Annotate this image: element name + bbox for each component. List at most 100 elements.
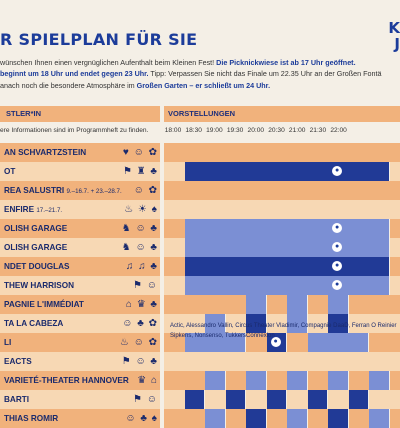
category-icons: ♫ ♫ ♣ [125, 261, 158, 272]
artist-name: OT [4, 167, 16, 176]
artist-cell: ENFIRE 17.–21.7. ♨ ☀ ♠ [0, 200, 160, 219]
schedule-cell [164, 352, 400, 371]
table-header: STLER*IN VORSTELLUNGEN [0, 106, 400, 122]
artist-dates: 9.–16.7. + 23.–28.7. [66, 188, 122, 195]
intro-line1-a: wünschen Ihnen einen vergnüglichen Aufen… [0, 58, 217, 67]
location-marker-icon: ● [332, 261, 343, 271]
schedule-cell: ● [164, 333, 400, 352]
performance-block [184, 219, 390, 238]
time-label: 21:00 [288, 127, 306, 134]
performance-block [328, 295, 349, 314]
category-icons: ☺ ♣ ♠ [125, 413, 158, 424]
table-row: ENFIRE 17.–21.7. ♨ ☀ ♠ [0, 200, 400, 219]
artist-cell: REA SALUSTRI 9.–16.7. + 23.–28.7. ☺ ✿ [0, 181, 160, 200]
time-axis: 18:00 18:30 19:00 19:30 20:00 20:30 21:00 21:30… [164, 127, 400, 139]
page-title: R SPIELPLAN FÜR SIE [0, 30, 198, 49]
table-row: THEW HARRISON ⚑ ☺ ● [0, 276, 400, 295]
table-row: OLISH GARAGE ♞ ☺ ♣ ● [0, 219, 400, 238]
schedule-cell [164, 371, 400, 390]
artist-name: REA SALUSTRI 9.–16.7. + 23.–28.7. [4, 186, 122, 195]
location-marker-icon: ● [332, 242, 343, 252]
artist-name: PAGNIE L'IMMÉDIAT [4, 300, 84, 309]
schedule-cell: ● [164, 162, 400, 181]
time-label: 18:30 [185, 127, 202, 134]
artist-cell: THIAS ROMIR ☺ ♣ ♠ [0, 409, 160, 428]
schedule-cell [164, 181, 400, 200]
performance-block [246, 409, 267, 428]
artist-name: EACTS [4, 357, 32, 366]
artist-name: AN SCHVARTZSTEIN [4, 148, 87, 157]
category-icons: ♞ ☺ ♣ [121, 223, 158, 234]
performance-block [328, 314, 349, 333]
artist-name: OLISH GARAGE [4, 224, 68, 233]
artist-name: THIAS ROMIR [4, 414, 59, 423]
performance-block [369, 409, 390, 428]
location-marker-icon: ● [332, 223, 343, 233]
time-label: 22:00 [330, 127, 347, 134]
time-label: 19:00 [206, 127, 223, 134]
artist-cell: NDET DOUGLAS ♫ ♫ ♣ [0, 257, 160, 276]
artist-dates: 17.–21.7. [36, 207, 63, 214]
category-icons: ♨ ☺ ✿ [119, 337, 158, 348]
artist-list-note: Actic, Alessandro Vallin, Circus Theater… [170, 323, 397, 339]
category-icons: ♞ ☺ ♣ [121, 242, 158, 253]
table-row: EACTS ⚑ ☺ ♣ [0, 352, 400, 371]
schedule-cell [164, 200, 400, 219]
category-icons: ⚑ ♜ ♣ [122, 166, 158, 177]
performance-block [246, 371, 267, 390]
schedule-cell: ● [164, 238, 400, 257]
location-marker-icon: ● [270, 337, 281, 347]
table-row: PAGNIE L'IMMÉDIAT ⌂ ♛ ♣ [0, 295, 400, 314]
schedule-cell: ● [164, 257, 400, 276]
intro-line1-b: Die Picknickwiese ist ab 17 Uhr geöffnet… [216, 58, 356, 67]
artist-name: OLISH GARAGE [4, 243, 68, 252]
performance-block [184, 238, 390, 257]
time-label: 21:30 [309, 127, 327, 134]
artist-name: THEW HARRISON [4, 281, 75, 290]
artist-cell: OLISH GARAGE ♞ ☺ ♣ [0, 219, 160, 238]
artist-cell: OT ⚑ ♜ ♣ [0, 162, 160, 181]
artist-name: ENFIRE 17.–21.7. [4, 205, 63, 214]
performance-block [184, 162, 390, 181]
performance-block [184, 257, 390, 276]
table-row: VARIETÉ-THEATER HANNOVER ♛ ⌂ [0, 371, 400, 390]
artist-cell: EACTS ⚑ ☺ ♣ [0, 352, 160, 371]
program-note: ere Informationen sind im Programmheft z… [0, 127, 149, 134]
category-icons: ⚑ ☺ [133, 280, 158, 291]
performance-block [287, 371, 308, 390]
table-row: OT ⚑ ♜ ♣ ● [0, 162, 400, 181]
location-marker-icon: ● [332, 166, 343, 176]
table-row: REA SALUSTRI 9.–16.7. + 23.–28.7. ☺ ✿ [0, 181, 400, 200]
table-row: OLISH GARAGE ♞ ☺ ♣ ● [0, 238, 400, 257]
schedule-cell [164, 295, 400, 314]
artist-cell: AN SCHVARTZSTEIN ♥ ☺ ✿ [0, 143, 160, 162]
time-label: 20:00 [247, 127, 265, 134]
performance-block [328, 409, 349, 428]
performance-block [307, 333, 370, 352]
category-icons: ⌂ ♛ ♣ [125, 299, 158, 310]
table-row: THIAS ROMIR ☺ ♣ ♠ [0, 409, 400, 428]
performance-block [184, 276, 390, 295]
category-icons: ♥ ☺ ✿ [122, 147, 158, 158]
location-marker-icon: ● [332, 280, 343, 290]
schedule-cell: ● [164, 276, 400, 295]
schedule-cell: ● [164, 219, 400, 238]
artist-name: TA LA CABEZA [4, 319, 64, 328]
performance-block [287, 409, 308, 428]
performance-block [287, 314, 308, 333]
schedule-cell [164, 314, 400, 333]
performance-block [287, 295, 308, 314]
category-icons: ♨ ☀ ♠ [124, 204, 158, 215]
table-row: AN SCHVARTZSTEIN ♥ ☺ ✿ [0, 143, 400, 162]
artist-cell: OLISH GARAGE ♞ ☺ ♣ [0, 238, 160, 257]
schedule-cell [164, 143, 400, 162]
artist-column-header: STLER*IN [0, 106, 160, 122]
intro-line3-b: Großen Garten – er schließt um 24 Uhr. [136, 80, 271, 90]
artist-name: NDET DOUGLAS [4, 262, 70, 271]
schedule-cell [164, 409, 400, 428]
table-row: TA LA CABEZA ☺ ♣ ✿ [0, 314, 400, 333]
artist-name: VARIETÉ-THEATER HANNOVER [4, 376, 129, 385]
category-icons: ⚑ ☺ ♣ [121, 356, 158, 367]
intro-line3-a: anach noch die besondere Atmosphäre im [0, 80, 137, 90]
artist-cell: PAGNIE L'IMMÉDIAT ⌂ ♛ ♣ [0, 295, 160, 314]
